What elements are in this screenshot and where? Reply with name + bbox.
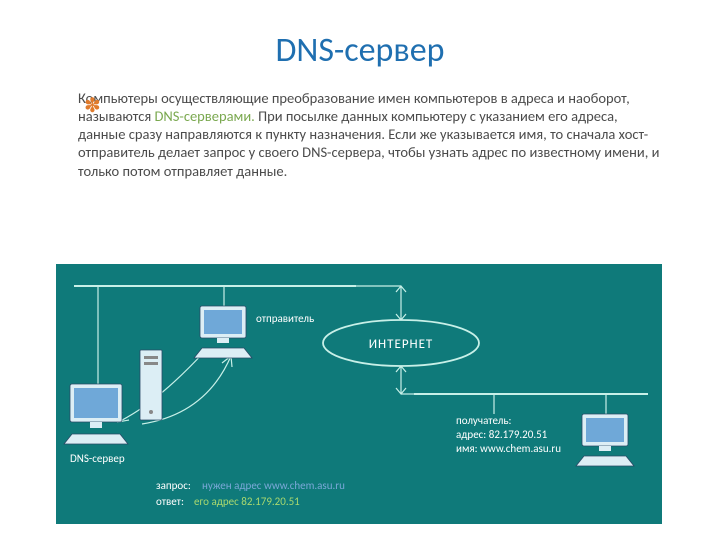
answer-label: ответ: <box>156 495 184 508</box>
dns-pc <box>64 384 128 444</box>
bullet-icon: ✽ <box>84 93 101 118</box>
sender-label: отправитель <box>256 312 314 325</box>
recipient-line1: получатель: <box>456 414 512 427</box>
recipient-line3: имя: www.chem.asu.ru <box>456 442 561 455</box>
dns-diagram: ИНТЕРНЕТ отправитель DNS-сервер <box>56 264 662 524</box>
recipient-pc <box>576 414 634 466</box>
answer-text: его адрес 82.179.20.51 <box>194 495 300 508</box>
body-text: Компьютеры осуществляющие преобразование… <box>50 89 670 180</box>
sender-pc <box>194 306 252 358</box>
body-highlight: DNS-серверами. <box>155 107 255 125</box>
dns-label: DNS-сервер <box>70 452 125 465</box>
query-text: нужен адрес www.chem.asu.ru <box>202 479 345 492</box>
slide-title: DNS-сервер <box>50 30 670 71</box>
internet-label: ИНТЕРНЕТ <box>369 337 434 352</box>
dns-tower <box>140 350 162 420</box>
query-label: запрос: <box>156 479 191 492</box>
recipient-line2: адрес: 82.179.20.51 <box>456 428 548 441</box>
